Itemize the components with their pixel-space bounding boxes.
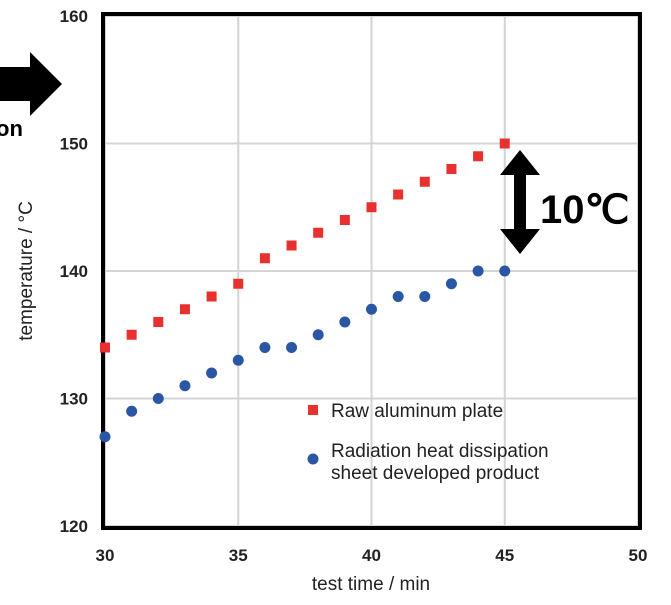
developed-product-point	[366, 303, 377, 315]
x-tick-label: 40	[362, 546, 381, 565]
aluminum-plate-point	[206, 291, 217, 302]
aluminum-plate-point	[499, 138, 510, 149]
aluminum-plate-point	[473, 151, 484, 162]
aluminum-plate-point	[126, 329, 137, 340]
right-arrow-icon	[0, 52, 62, 116]
developed-product-point	[126, 405, 138, 417]
developed-product-point	[392, 291, 404, 302]
aluminum-plate-point	[339, 215, 350, 225]
y-axis-label: temperature / °C	[16, 201, 37, 341]
aluminum-plate-point	[100, 342, 110, 353]
double-arrow-icon	[500, 150, 540, 254]
developed-product-point	[312, 329, 324, 341]
aluminum-plate-point	[366, 202, 377, 213]
y-tick-label: 130	[60, 390, 88, 409]
cut-off-label: on	[0, 116, 23, 141]
developed-product-point	[286, 342, 298, 353]
legend-label-product: sheet developed product	[331, 463, 540, 484]
legend: Raw aluminum plate Radiation heat dissipa…	[307, 401, 549, 484]
x-tick-label: 45	[495, 546, 514, 565]
legend-label-product: Radiation heat dissipation	[331, 441, 549, 462]
developed-product-point	[179, 380, 191, 392]
y-tick-label: 160	[60, 7, 88, 26]
legend-label-aluminum: Raw aluminum plate	[331, 401, 503, 422]
developed-product-point	[339, 316, 351, 328]
data-points	[99, 138, 511, 443]
legend-circle-marker	[307, 453, 319, 465]
difference-label: 10℃	[540, 188, 629, 232]
developed-product-point	[419, 291, 431, 302]
x-axis-label: test time / min	[312, 574, 430, 595]
developed-product-point	[152, 393, 164, 404]
aluminum-plate-point	[286, 240, 297, 251]
y-tick-label: 120	[60, 517, 88, 536]
tick-labels: 30 35 40 45 50 120 130 140 150 160	[60, 7, 648, 565]
developed-product-point	[232, 354, 244, 366]
y-tick-label: 140	[60, 262, 88, 281]
y-tick-label: 150	[60, 135, 88, 154]
aluminum-plate-point	[259, 253, 270, 264]
developed-product-point	[259, 342, 271, 353]
aluminum-plate-point	[153, 317, 164, 327]
legend-square-marker	[308, 405, 318, 415]
aluminum-plate-point	[179, 304, 190, 315]
x-tick-label: 50	[629, 546, 648, 565]
aluminum-plate-point	[419, 176, 430, 187]
aluminum-plate-point	[313, 227, 324, 238]
aluminum-plate-point	[233, 278, 244, 289]
developed-product-point	[499, 265, 511, 277]
x-tick-label: 30	[96, 546, 115, 565]
plot-frame	[101, 12, 642, 530]
aluminum-plate-point	[446, 164, 457, 174]
developed-product-point	[472, 265, 484, 277]
x-tick-label: 35	[229, 546, 248, 565]
developed-product-point	[99, 431, 111, 443]
developed-product-point	[445, 278, 457, 290]
aluminum-plate-point	[393, 189, 404, 200]
developed-product-point	[206, 367, 218, 379]
